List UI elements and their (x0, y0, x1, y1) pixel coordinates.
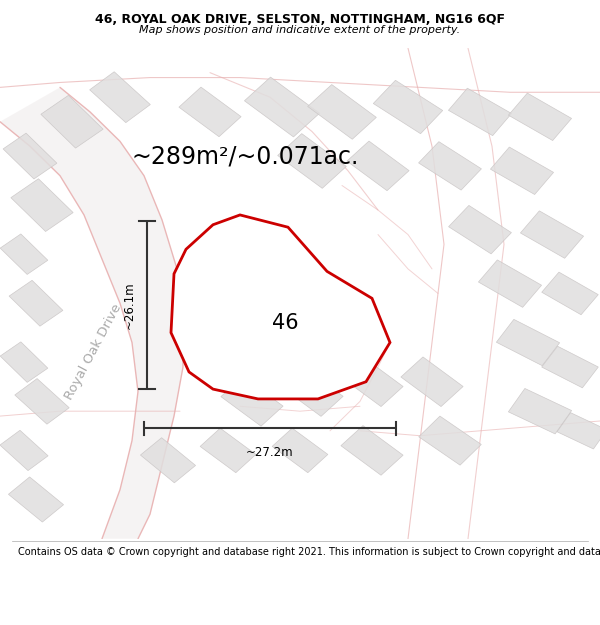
Polygon shape (341, 357, 403, 406)
Polygon shape (490, 147, 554, 194)
Text: 46, ROYAL OAK DRIVE, SELSTON, NOTTINGHAM, NG16 6QF: 46, ROYAL OAK DRIVE, SELSTON, NOTTINGHAM… (95, 13, 505, 26)
Text: ~26.1m: ~26.1m (123, 281, 136, 329)
Polygon shape (200, 428, 256, 472)
Polygon shape (171, 215, 390, 399)
Polygon shape (419, 416, 481, 465)
Polygon shape (221, 377, 283, 426)
Polygon shape (496, 319, 560, 366)
Polygon shape (244, 77, 320, 137)
Polygon shape (15, 379, 69, 424)
Text: Royal Oak Drive: Royal Oak Drive (62, 302, 124, 402)
Polygon shape (272, 428, 328, 472)
Polygon shape (11, 179, 73, 231)
Polygon shape (89, 72, 151, 122)
Polygon shape (508, 389, 572, 434)
Text: ~27.2m: ~27.2m (246, 446, 294, 459)
Polygon shape (0, 234, 48, 274)
Polygon shape (3, 133, 57, 179)
Polygon shape (478, 260, 542, 308)
Polygon shape (0, 88, 183, 539)
Polygon shape (419, 142, 481, 190)
Polygon shape (557, 412, 600, 449)
Polygon shape (8, 477, 64, 522)
Text: ~289m²/~0.071ac.: ~289m²/~0.071ac. (132, 144, 359, 168)
Polygon shape (278, 134, 346, 188)
Text: 46: 46 (272, 313, 298, 333)
Polygon shape (308, 84, 376, 139)
Polygon shape (449, 206, 511, 254)
Polygon shape (140, 438, 196, 483)
Polygon shape (520, 211, 584, 258)
Polygon shape (347, 141, 409, 191)
Polygon shape (9, 281, 63, 326)
Polygon shape (373, 80, 443, 134)
Polygon shape (0, 342, 48, 382)
Text: Map shows position and indicative extent of the property.: Map shows position and indicative extent… (139, 25, 461, 35)
Polygon shape (542, 346, 598, 388)
Polygon shape (508, 93, 572, 141)
Polygon shape (179, 87, 241, 137)
Polygon shape (0, 430, 48, 471)
Polygon shape (281, 367, 343, 416)
Polygon shape (341, 426, 403, 475)
Polygon shape (542, 272, 598, 315)
Polygon shape (448, 88, 512, 136)
Text: Contains OS data © Crown copyright and database right 2021. This information is : Contains OS data © Crown copyright and d… (18, 548, 600, 558)
Polygon shape (401, 357, 463, 406)
Polygon shape (41, 96, 103, 148)
